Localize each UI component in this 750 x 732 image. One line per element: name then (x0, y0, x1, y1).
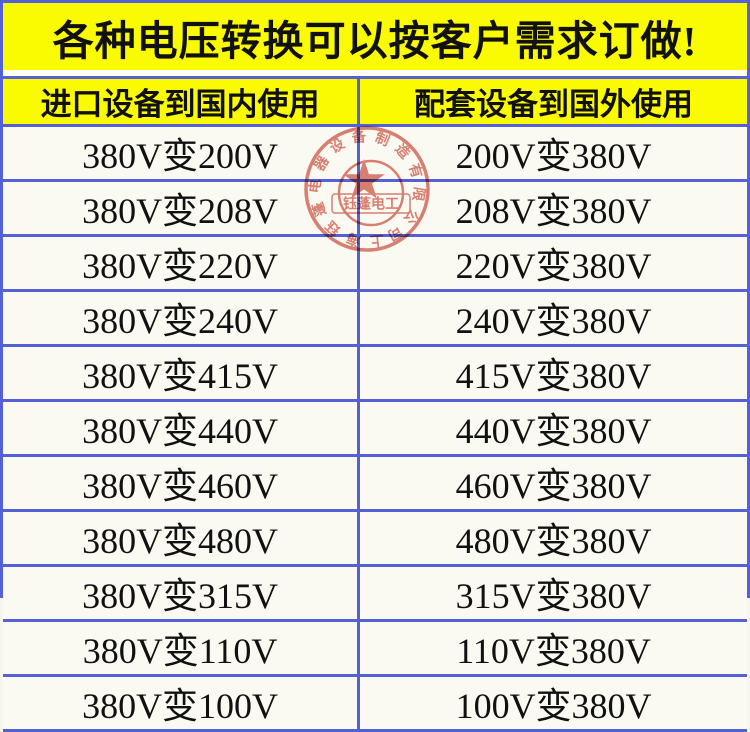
voltage-cell-foreign: 110V变380V (357, 619, 747, 677)
voltage-cell-foreign: 220V变380V (357, 234, 747, 292)
voltage-cell-domestic: 380V变415V (3, 344, 361, 402)
voltage-cell-domestic: 380V变220V (3, 234, 361, 292)
voltage-cell-domestic: 380V变100V (3, 674, 361, 732)
table-header: 进口设备到国内使用 配套设备到国外使用 (3, 76, 747, 127)
voltage-cell-domestic: 380V变460V (3, 454, 361, 512)
voltage-cell-domestic: 380V变240V (3, 289, 361, 347)
table-row: 380V变110V 110V变380V (3, 619, 747, 677)
voltage-cell-foreign: 440V变380V (357, 399, 747, 457)
table-body: 380V变200V 200V变380V 380V变208V 208V变380V … (3, 124, 747, 732)
table-row: 380V变200V 200V变380V (3, 124, 747, 182)
table-row: 380V变208V 208V变380V (3, 179, 747, 237)
voltage-cell-domestic: 380V变110V (3, 619, 361, 677)
column-header-foreign: 配套设备到国外使用 (357, 76, 747, 127)
voltage-cell-foreign: 200V变380V (357, 124, 747, 182)
table-row: 380V变100V 100V变380V (3, 674, 747, 732)
voltage-table: 进口设备到国内使用 配套设备到国外使用 380V变200V 200V变380V … (3, 76, 747, 732)
voltage-cell-domestic: 380V变208V (3, 179, 361, 237)
voltage-cell-domestic: 380V变440V (3, 399, 361, 457)
banner: 各种电压转换可以按客户需求订做! (3, 3, 747, 70)
table-row: 380V变480V 480V变380V (3, 509, 747, 567)
voltage-cell-foreign: 415V变380V (357, 344, 747, 402)
voltage-cell-foreign: 460V变380V (357, 454, 747, 512)
table-row: 380V变460V 460V变380V (3, 454, 747, 512)
voltage-cell-foreign: 240V变380V (357, 289, 747, 347)
banner-table-divider (3, 70, 747, 76)
table-row: 380V变220V 220V变380V (3, 234, 747, 292)
table-row: 380V变415V 415V变380V (3, 344, 747, 402)
table-row: 380V变240V 240V变380V (3, 289, 747, 347)
voltage-cell-foreign: 480V变380V (357, 509, 747, 567)
voltage-cell-foreign: 100V变380V (357, 674, 747, 732)
voltage-cell-domestic: 380V变480V (3, 509, 361, 567)
voltage-cell-domestic: 380V变200V (3, 124, 361, 182)
voltage-cell-foreign: 208V变380V (357, 179, 747, 237)
table-row: 380V变440V 440V变380V (3, 399, 747, 457)
header-row: 进口设备到国内使用 配套设备到国外使用 (3, 76, 747, 127)
voltage-cell-foreign: 315V变380V (357, 564, 747, 622)
banner-text: 各种电压转换可以按客户需求订做! (52, 17, 698, 64)
voltage-cell-domestic: 380V变315V (3, 564, 361, 622)
column-header-domestic: 进口设备到国内使用 (3, 76, 361, 127)
table-row: 380V变315V 315V变380V (3, 564, 747, 622)
